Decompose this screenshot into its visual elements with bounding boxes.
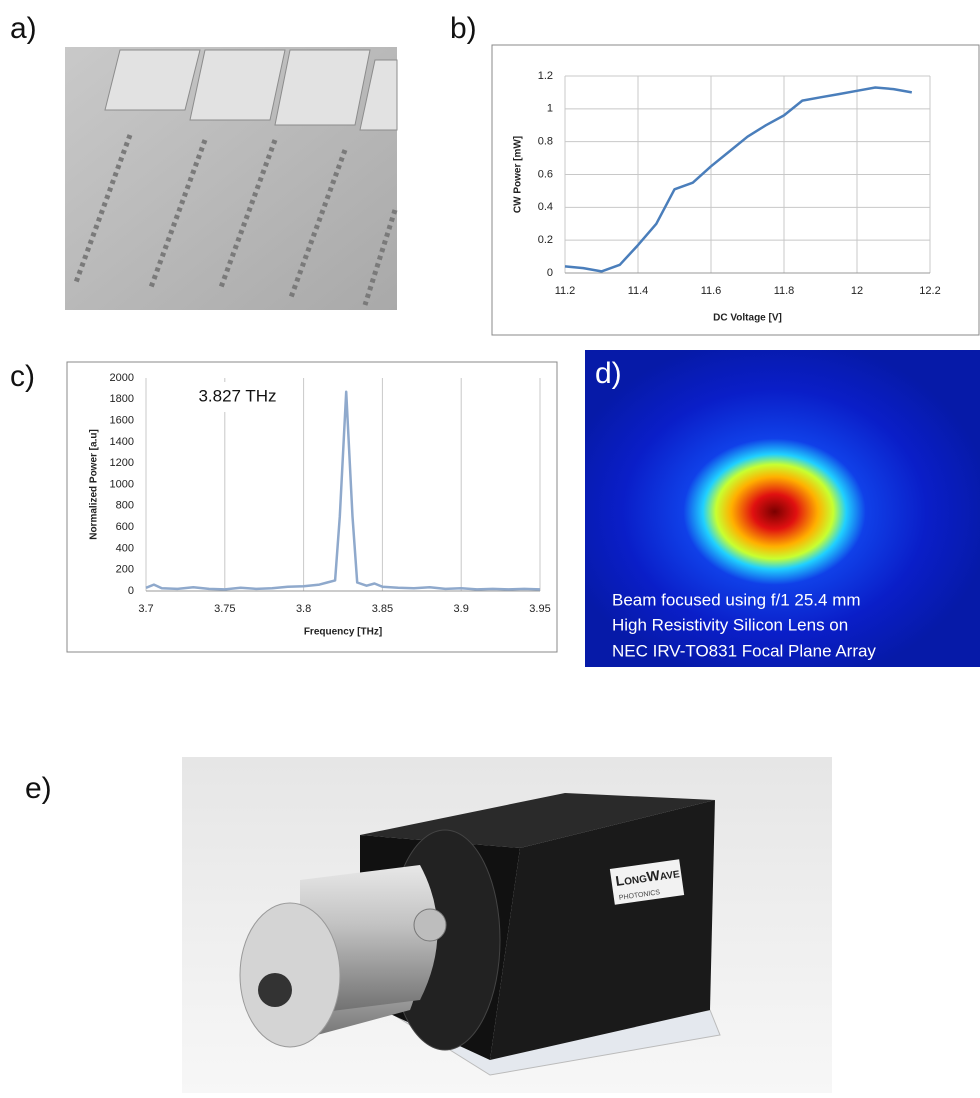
annotation: 3.827 THz xyxy=(198,386,276,405)
y-tick-label: 0.2 xyxy=(538,234,553,246)
x-tick-label: 3.85 xyxy=(372,603,393,615)
beam-caption: High Resistivity Silicon Lens on xyxy=(612,615,848,634)
y-tick-label: 800 xyxy=(116,500,134,512)
x-tick-label: 12 xyxy=(851,285,863,297)
x-tick-label: 11.8 xyxy=(774,285,795,297)
x-tick-label: 11.4 xyxy=(628,285,649,297)
y-tick-label: 600 xyxy=(116,521,134,533)
x-tick-label: 11.6 xyxy=(701,285,722,297)
y-tick-label: 1400 xyxy=(110,436,134,448)
beam-image: Beam focused using f/1 25.4 mm High Resi… xyxy=(585,350,980,667)
data-line xyxy=(145,390,541,591)
annotation-box xyxy=(180,382,295,412)
beam-caption: Beam focused using f/1 25.4 mm xyxy=(612,590,861,609)
y-tick-label: 1800 xyxy=(110,393,134,405)
x-tick-label: 3.7 xyxy=(138,603,153,615)
panel-label: d) xyxy=(595,357,622,390)
x-tick-label: 12.2 xyxy=(919,285,940,297)
y-tick-label: 0.6 xyxy=(538,168,553,180)
x-tick-label: 3.95 xyxy=(529,603,550,615)
y-tick-label: 2000 xyxy=(110,372,134,384)
beam-caption: NEC IRV-TO831 Focal Plane Array xyxy=(612,641,876,660)
y-axis-label: Normalized Power [a.u] xyxy=(89,429,100,540)
y-tick-label: 0 xyxy=(128,585,134,597)
y-tick-label: 1600 xyxy=(110,415,134,427)
x-tick-label: 3.9 xyxy=(454,603,469,615)
chart-frame xyxy=(491,44,980,336)
product-image: LongWave PHOTONICS xyxy=(182,757,832,1093)
x-axis-label: DC Voltage [V] xyxy=(713,313,782,324)
x-tick-label: 11.2 xyxy=(555,285,576,297)
panel-label: a) xyxy=(10,12,37,45)
y-tick-label: 1000 xyxy=(110,478,134,490)
y-tick-label: 400 xyxy=(116,542,134,554)
sem-image xyxy=(65,47,398,310)
y-tick-label: 0 xyxy=(547,267,553,279)
x-tick-label: 3.8 xyxy=(296,603,311,615)
chart-frame xyxy=(66,361,558,653)
x-axis-label: Frequency [THz] xyxy=(304,627,382,638)
x-tick-label: 3.75 xyxy=(214,603,235,615)
y-tick-label: 0.4 xyxy=(538,201,553,213)
y-tick-label: 1.2 xyxy=(538,70,553,82)
y-tick-label: 1200 xyxy=(110,457,134,469)
panel-label: c) xyxy=(10,360,35,393)
y-tick-label: 200 xyxy=(116,564,134,576)
y-axis-label: CW Power [mW] xyxy=(513,136,524,213)
y-tick-label: 1 xyxy=(547,103,553,115)
panel-label: b) xyxy=(450,12,477,45)
y-tick-label: 0.8 xyxy=(538,136,553,148)
panel-label: e) xyxy=(25,772,52,805)
data-line xyxy=(564,86,913,273)
